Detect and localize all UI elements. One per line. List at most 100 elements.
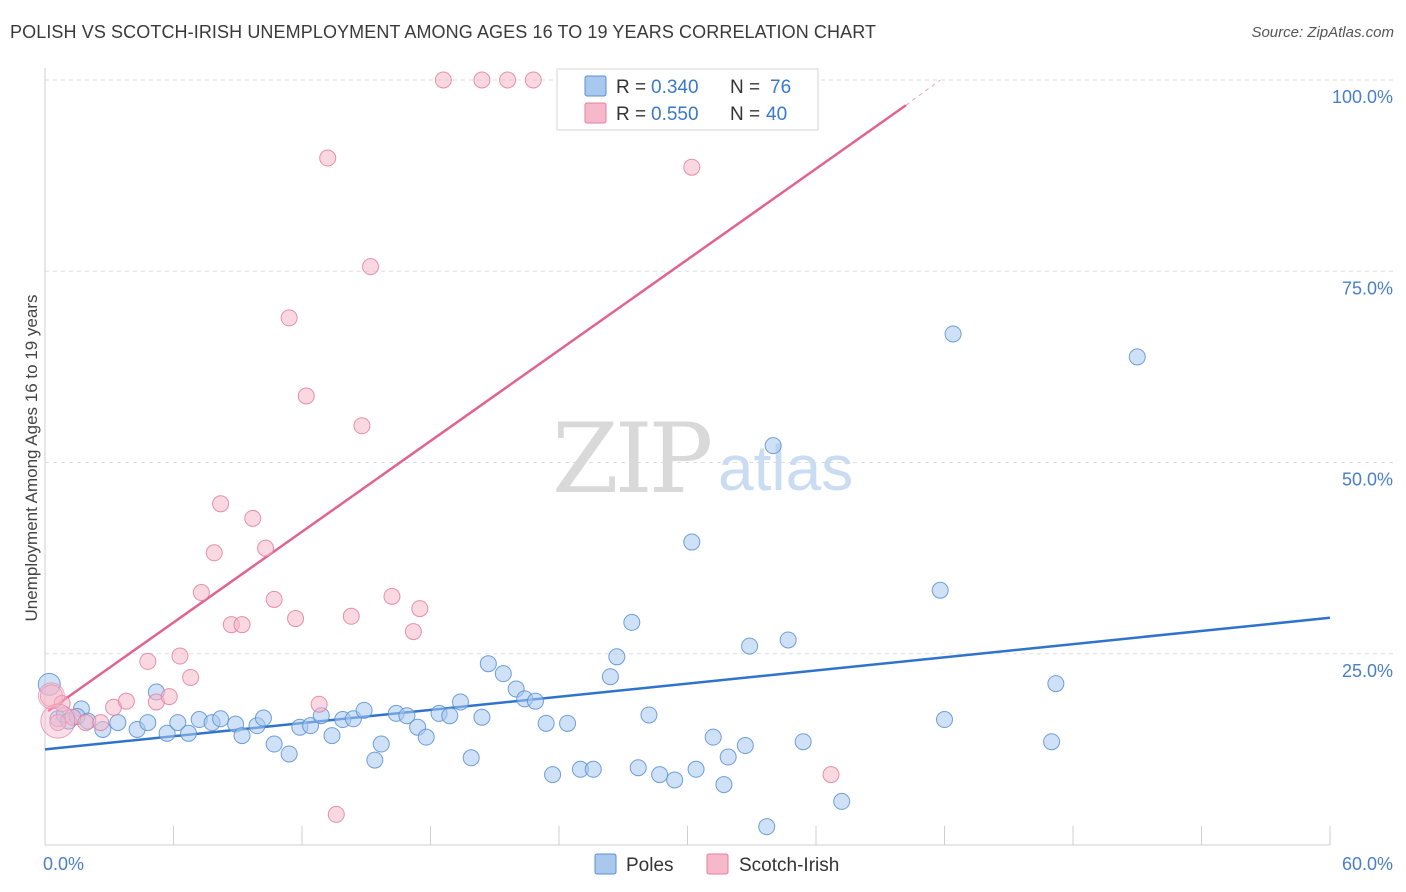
poles-point <box>794 733 812 751</box>
scotch-irish-point <box>77 714 95 732</box>
scotch-irish-point <box>244 509 262 527</box>
scotch-irish-point <box>287 610 305 628</box>
poles-point <box>651 766 669 784</box>
poles-point <box>704 728 722 746</box>
poles-point <box>212 710 230 728</box>
scotch-irish-point <box>160 688 178 706</box>
poles-point <box>666 771 684 789</box>
scotch-irish-point <box>411 600 429 618</box>
scotch-irish-point <box>139 652 157 670</box>
poles-point <box>779 631 797 649</box>
legend-swatch-poles <box>584 75 607 97</box>
scotch-irish-point <box>319 149 337 167</box>
poles-point <box>736 737 754 755</box>
poles-point <box>417 728 435 746</box>
scotch-irish-point <box>192 584 210 602</box>
y-tick-label: 50.0% <box>1342 470 1393 490</box>
legend-n-label-scotch-irish: N = <box>730 104 760 125</box>
scotch-irish-point <box>434 71 452 89</box>
scotch-irish-trend-extension <box>905 79 941 106</box>
legend-r-label-poles: R = <box>616 77 646 98</box>
y-tick-label: 75.0% <box>1342 278 1393 298</box>
axes-layer: 25.0% 50.0% 75.0% 100.0% 0.0% 60.0% <box>43 68 1393 874</box>
legend-n-value-scotch-irish: 40 <box>766 104 787 125</box>
scotch-irish-point <box>182 668 200 686</box>
scotch-irish-point <box>265 590 283 608</box>
scotch-irish-point <box>233 616 251 634</box>
y-axis-title: Unemployment Among Ages 16 to 19 years <box>22 295 41 622</box>
poles-point <box>1128 348 1146 366</box>
x-tick-label: 0.0% <box>43 854 84 874</box>
poles-point <box>109 714 127 732</box>
poles-point <box>741 637 759 655</box>
poles-point <box>158 724 176 742</box>
poles-point <box>584 760 602 778</box>
poles-point <box>833 792 851 810</box>
y-tick-label: 100.0% <box>1332 87 1393 107</box>
poles-point <box>719 748 737 766</box>
poles-point <box>764 437 782 455</box>
poles-point <box>494 665 512 683</box>
poles-point <box>944 325 962 343</box>
legend-r-value-poles: 0.340 <box>651 77 699 98</box>
scotch-irish-point <box>473 71 491 89</box>
poles-point <box>441 707 459 725</box>
scotch-irish-cluster <box>40 703 76 739</box>
legend-r-value-scotch-irish: 0.550 <box>651 104 699 125</box>
x-tick-label: 60.0% <box>1342 854 1393 874</box>
scotch-irish-point <box>280 309 298 327</box>
poles-point <box>936 711 953 729</box>
legend-n-value-poles: 76 <box>770 77 791 98</box>
scotch-irish-point <box>205 544 223 562</box>
chart-title: POLISH VS SCOTCH-IRISH UNEMPLOYMENT AMON… <box>10 22 877 42</box>
scotch-irish-point <box>171 647 189 665</box>
poles-point <box>280 745 298 763</box>
series-legend-swatch-poles <box>594 853 617 875</box>
scotch-irish-point <box>822 766 840 784</box>
poles-point <box>372 735 390 753</box>
poles-point <box>302 717 320 735</box>
legend-r-label-scotch-irish: R = <box>616 104 646 125</box>
scotch-irish-cluster <box>37 682 65 710</box>
scotch-irish-point <box>362 258 380 276</box>
scotch-irish-point <box>524 71 542 89</box>
scotch-irish-point <box>404 623 422 641</box>
scotch-irish-point <box>117 692 135 710</box>
series-legend: Poles Scotch-Irish <box>594 853 839 876</box>
points-layer <box>37 71 1146 836</box>
poles-point <box>169 714 187 732</box>
watermark: ZIP atlas <box>552 403 853 515</box>
poles-point <box>715 776 733 794</box>
poles-point <box>758 818 776 836</box>
poles-point <box>451 693 469 711</box>
scotch-irish-point <box>49 714 67 732</box>
poles-point <box>254 709 272 727</box>
poles-point <box>687 760 705 778</box>
series-legend-label-poles: Poles <box>626 855 674 876</box>
series-legend-label-scotch-irish: Scotch-Irish <box>739 855 839 876</box>
poles-point <box>1043 733 1061 751</box>
scotch-irish-point <box>310 695 328 713</box>
correlation-legend: R = 0.340 N = 76 R = 0.550 N = 40 <box>556 68 819 131</box>
watermark-zip: ZIP <box>552 403 711 515</box>
scotch-irish-point <box>683 158 701 176</box>
legend-n-label-poles: N = <box>730 77 760 98</box>
poles-point <box>462 749 480 767</box>
scotch-irish-point <box>92 714 110 732</box>
poles-point <box>1047 675 1065 693</box>
scotch-irish-point <box>342 607 360 625</box>
poles-point <box>265 735 283 753</box>
scotch-irish-point <box>383 587 401 605</box>
poles-point <box>544 766 562 784</box>
poles-point <box>473 708 491 726</box>
poles-point <box>608 648 626 666</box>
poles-point <box>629 759 647 777</box>
poles-point <box>179 724 197 742</box>
poles-point <box>355 701 373 719</box>
source-credit: Source: ZipAtlas.com <box>1251 24 1394 41</box>
poles-point <box>640 706 658 724</box>
scotch-irish-point <box>257 539 275 557</box>
y-tick-label: 25.0% <box>1342 661 1393 681</box>
poles-point <box>931 581 949 599</box>
